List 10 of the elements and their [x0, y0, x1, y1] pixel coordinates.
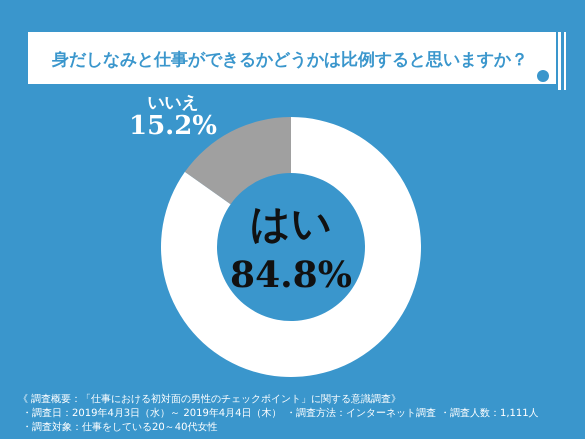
slice-label: はい: [250, 200, 332, 247]
text: ・調査人数：1,111人: [440, 407, 539, 419]
text: 《 調査概要：「仕事における初対面の男性のチェックポイント」に関する意識調査》: [18, 393, 402, 405]
data-label: 15.2%: [128, 111, 218, 141]
data-label: 84.8%: [230, 254, 352, 296]
text: ・調査対象：仕事をしている20～40代女性: [22, 421, 218, 433]
chart-title: 身だしなみと仕事ができるかどうかは比例すると思いますか？: [51, 50, 528, 70]
text: ・調査方法：インターネット調査: [286, 407, 436, 419]
text: ・調査日：2019年4月3日（水）～ 2019年4月4日（木）: [22, 407, 282, 419]
slice-label: いいえ: [148, 93, 198, 113]
